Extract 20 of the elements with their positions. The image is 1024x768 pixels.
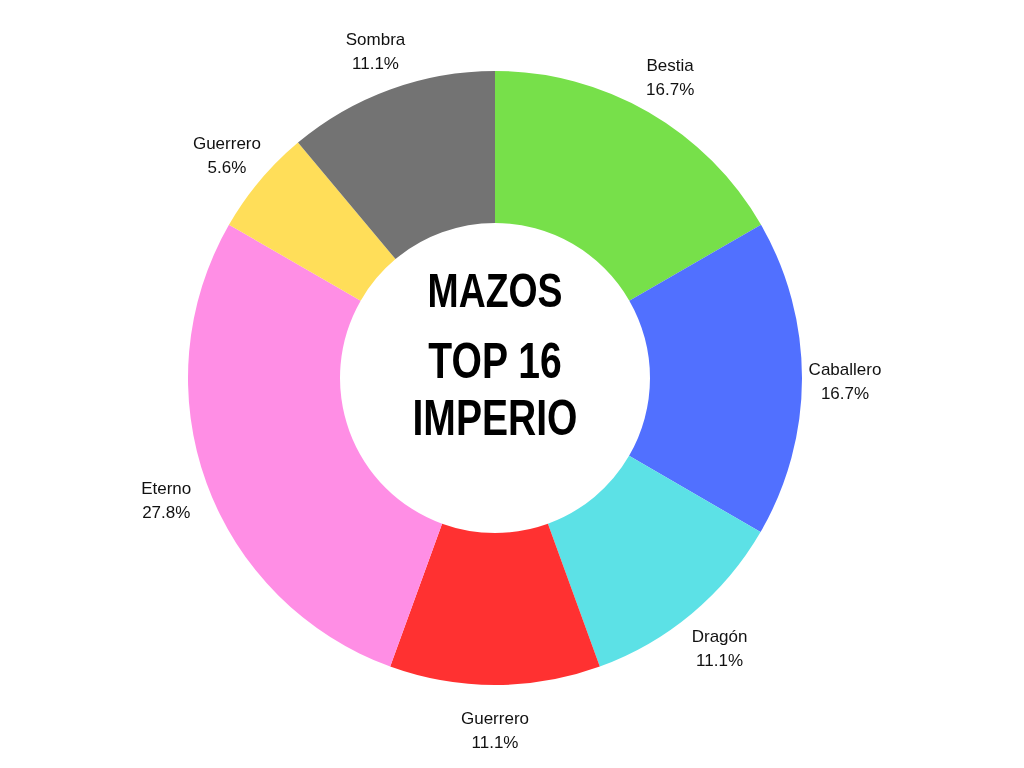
donut-slice bbox=[297, 71, 495, 260]
slice-label: Eterno bbox=[141, 478, 192, 498]
slice-label: Caballero bbox=[808, 359, 882, 379]
text: MAZOS bbox=[427, 262, 563, 317]
data-label: 16.7% bbox=[820, 383, 870, 403]
data-label: 5.6% bbox=[207, 157, 247, 177]
donut-slice bbox=[629, 224, 802, 533]
data-label: 11.1% bbox=[696, 651, 744, 671]
slice-label: Guerrero bbox=[460, 709, 530, 728]
data-label: 11.1% bbox=[471, 733, 519, 752]
slice-label: Guerrero bbox=[192, 133, 261, 153]
data-label: 16.7% bbox=[646, 79, 695, 99]
donut-slice bbox=[390, 523, 600, 685]
text: TOP 16 IMPERIO bbox=[412, 332, 578, 447]
slice-label: Bestia bbox=[646, 55, 695, 75]
data-label: 27.8% bbox=[142, 502, 191, 522]
slice-label: Sombra bbox=[345, 30, 406, 50]
slice-label: Dragón bbox=[691, 627, 748, 647]
donut-slice bbox=[547, 455, 761, 667]
data-label: 11.1% bbox=[352, 54, 399, 74]
